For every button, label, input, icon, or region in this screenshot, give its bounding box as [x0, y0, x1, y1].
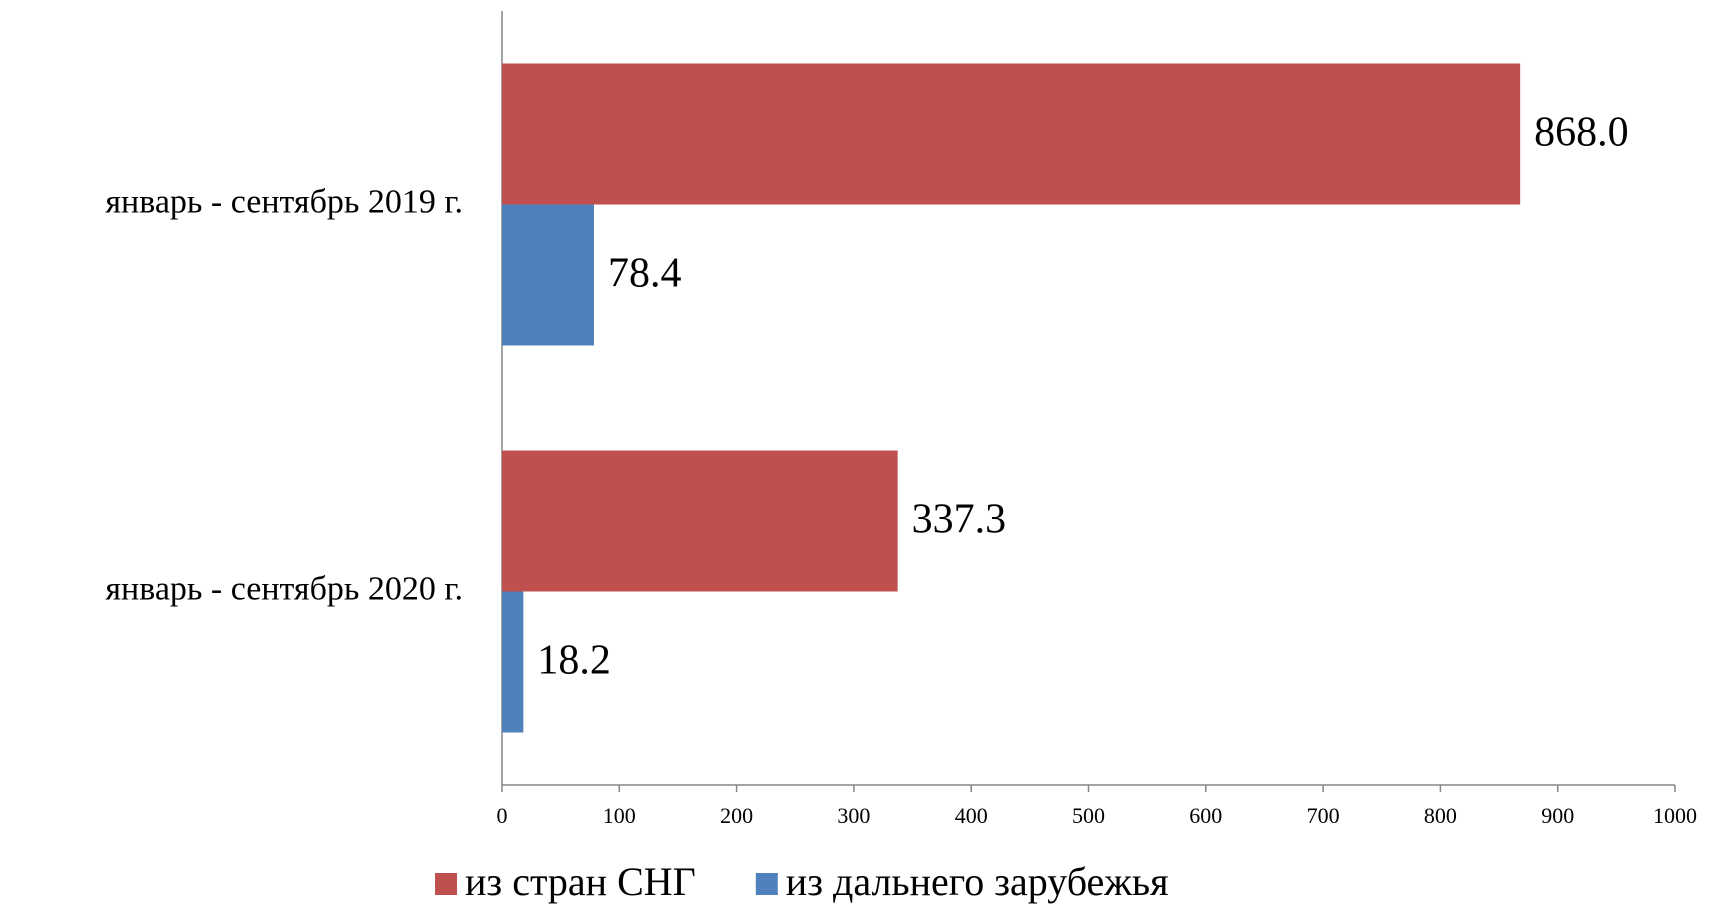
bar [502, 591, 524, 733]
bar [502, 450, 898, 592]
x-tick-label: 700 [1307, 803, 1340, 828]
y-tick-label: январь - сентябрь 2020 г. [105, 570, 463, 607]
legend-swatch [755, 873, 778, 895]
x-tick-label: 200 [720, 803, 753, 828]
legend-label: из стран СНГ [465, 859, 696, 904]
x-tick-label: 300 [837, 803, 870, 828]
bar [502, 63, 1521, 205]
x-tick-label: 0 [497, 803, 508, 828]
x-tick-label: 900 [1541, 803, 1574, 828]
legend: из стран СНГ из дальнего зарубежья [435, 859, 1169, 904]
x-tick-label: 1000 [1653, 803, 1697, 828]
x-tick-label: 500 [1072, 803, 1105, 828]
x-tick-label: 800 [1424, 803, 1457, 828]
data-label: 337.3 [912, 497, 1007, 543]
legend-label: из дальнего зарубежья [786, 859, 1169, 904]
data-label: 78.4 [608, 251, 682, 297]
data-label: 868.0 [1534, 110, 1629, 156]
y-tick-label: январь - сентябрь 2019 г. [105, 183, 463, 220]
bar [502, 204, 594, 346]
legend-swatch [435, 873, 457, 895]
data-label: 18.2 [537, 638, 611, 684]
x-tick-label: 100 [603, 803, 636, 828]
x-tick-label: 600 [1189, 803, 1222, 828]
x-tick-label: 400 [955, 803, 988, 828]
